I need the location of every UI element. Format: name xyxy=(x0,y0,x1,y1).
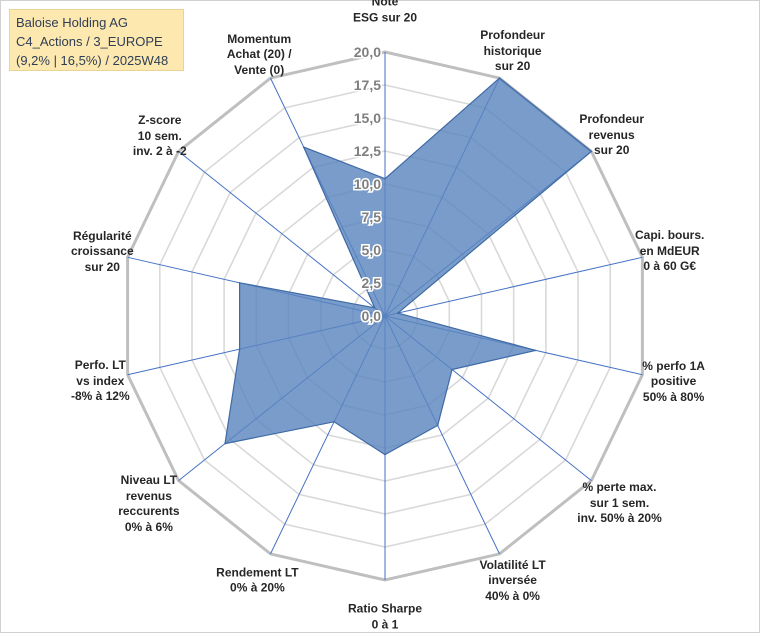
axis-label-line: Profondeur xyxy=(480,27,545,42)
axis-label: Rendement LT 0% à 20% xyxy=(216,565,298,596)
axis-label-line: % perte max. xyxy=(582,479,657,494)
axis-label-line: en MdEUR xyxy=(639,243,700,258)
axis-label-line: inversée xyxy=(488,573,537,588)
data-point xyxy=(397,312,399,314)
axis-label-line: revenus xyxy=(125,488,172,503)
data-point xyxy=(302,146,305,148)
axis-label-line: -8% à 12% xyxy=(70,388,130,403)
axis-label-line: 50% à 80% xyxy=(642,389,705,404)
axis-label-line: revenus xyxy=(588,127,635,142)
axis-label-line: ESG sur 20 xyxy=(352,10,418,24)
radar-data-area xyxy=(224,77,593,456)
tick-label: 5,0 xyxy=(362,242,382,258)
axis-label-line: Perfo. LT xyxy=(74,357,126,372)
axis-label-line: sur 20 xyxy=(594,142,630,157)
data-point xyxy=(333,421,335,423)
data-point xyxy=(534,349,537,352)
axis-label-line: Note xyxy=(371,0,399,9)
axis-label-line: 0 à 1 xyxy=(371,617,399,631)
axis-label-line: sur 20 xyxy=(84,259,120,274)
axis-label-line: 0% à 20% xyxy=(230,580,285,595)
axis-label: Profondeur revenus sur 20 xyxy=(579,112,644,159)
axis-label: Volatilité LT inversée 40% à 0% xyxy=(479,558,545,605)
axis-label-line: Ratio Sharpe xyxy=(347,601,423,616)
axis-label-line: sur 20 xyxy=(494,58,531,73)
tick-label: 0,0 xyxy=(362,308,382,324)
axis-label: Perfo. LT vs index -8% à 12% xyxy=(71,358,130,405)
axis-spoke xyxy=(384,256,643,317)
chart-title-box: Baloise Holding AG C4_Actions / 3_EUROPE… xyxy=(9,9,184,71)
axis-label-line: % perfo 1A xyxy=(642,358,705,373)
axis-label: Note ESG sur 20 xyxy=(353,0,417,26)
axis-label: Profondeur historique sur 20 xyxy=(480,28,545,75)
axis-label: Ratio Sharpe 0 à 1 xyxy=(348,602,422,633)
axis-label-line: 40% à 0% xyxy=(485,588,540,603)
data-point xyxy=(384,453,386,456)
title-line-stats: (9,2% | 16,5%) / 2025W48 xyxy=(16,53,169,68)
axis-label-line: Niveau LT xyxy=(120,473,178,488)
data-point xyxy=(224,442,226,445)
axis-label-line: Volatilité LT xyxy=(479,557,546,572)
radar-tick-labels: 0,0 2,5 5,0 7,5 10,0 12,5 15,0 17,5 20,0 xyxy=(352,43,382,326)
axis-label-line: 10 sem. xyxy=(137,128,182,143)
axis-label-line: vs index xyxy=(76,373,125,388)
tick-label: 20,0 xyxy=(354,44,381,60)
axis-label-line: positive xyxy=(650,374,697,389)
series-area xyxy=(224,77,593,456)
axis-label: Z-score 10 sem. inv. 2 à -2 xyxy=(133,113,187,160)
axis-label: Capi. bours. en MdEUR 0 à 60 G€ xyxy=(635,228,704,275)
axis-label: Momentum Achat (20) / Vente (0) xyxy=(227,31,292,78)
tick-label: 10,0 xyxy=(354,176,381,192)
data-point xyxy=(373,307,376,309)
title-line-category: C4_Actions / 3_EUROPE xyxy=(16,34,163,49)
axis-label-line: croissance xyxy=(70,243,134,258)
tick-label: 12,5 xyxy=(354,143,381,159)
axis-spoke xyxy=(178,151,386,317)
data-point xyxy=(451,368,453,371)
data-point xyxy=(498,77,501,79)
axis-label-line: 0% à 6% xyxy=(124,519,173,534)
tick-label: 2,5 xyxy=(362,275,382,291)
axis-label: % perfo 1A positive 50% à 80% xyxy=(642,359,705,406)
axis-label-line: Momentum xyxy=(227,31,292,46)
axis-label-line: historique xyxy=(483,43,542,58)
axis-label-line: reccurents xyxy=(118,504,180,519)
axis-label: Régularité croissance sur 20 xyxy=(71,228,134,275)
axis-label-line: Vente (0) xyxy=(234,62,285,77)
axis-label-line: Z-score xyxy=(138,113,182,128)
axis-label-line: inv. 2 à -2 xyxy=(132,144,187,159)
tick-label: 15,0 xyxy=(354,110,381,126)
axis-label-line: Profondeur xyxy=(579,111,645,126)
data-point xyxy=(238,348,241,351)
tick-label: 17,5 xyxy=(354,77,381,93)
data-point xyxy=(436,424,439,427)
data-point xyxy=(384,177,386,180)
axis-label-line: Rendement LT xyxy=(216,565,299,580)
axis-label-line: Capi. bours. xyxy=(635,227,705,242)
tick-label: 7,5 xyxy=(362,209,382,225)
axis-label: % perte max. sur 1 sem. inv. 50% à 20% xyxy=(577,480,662,527)
axis-label-line: inv. 50% à 20% xyxy=(577,510,662,525)
data-point xyxy=(238,282,241,284)
title-line-company: Baloise Holding AG xyxy=(16,15,129,30)
axis-label: Niveau LT revenus reccurents 0% à 6% xyxy=(118,473,179,535)
axis-label-line: Achat (20) / xyxy=(226,46,292,61)
axis-label-line: 0 à 60 G€ xyxy=(643,258,697,273)
axis-label-line: Régularité xyxy=(72,228,132,243)
data-point xyxy=(590,150,593,153)
axis-label-line: sur 1 sem. xyxy=(589,495,650,510)
